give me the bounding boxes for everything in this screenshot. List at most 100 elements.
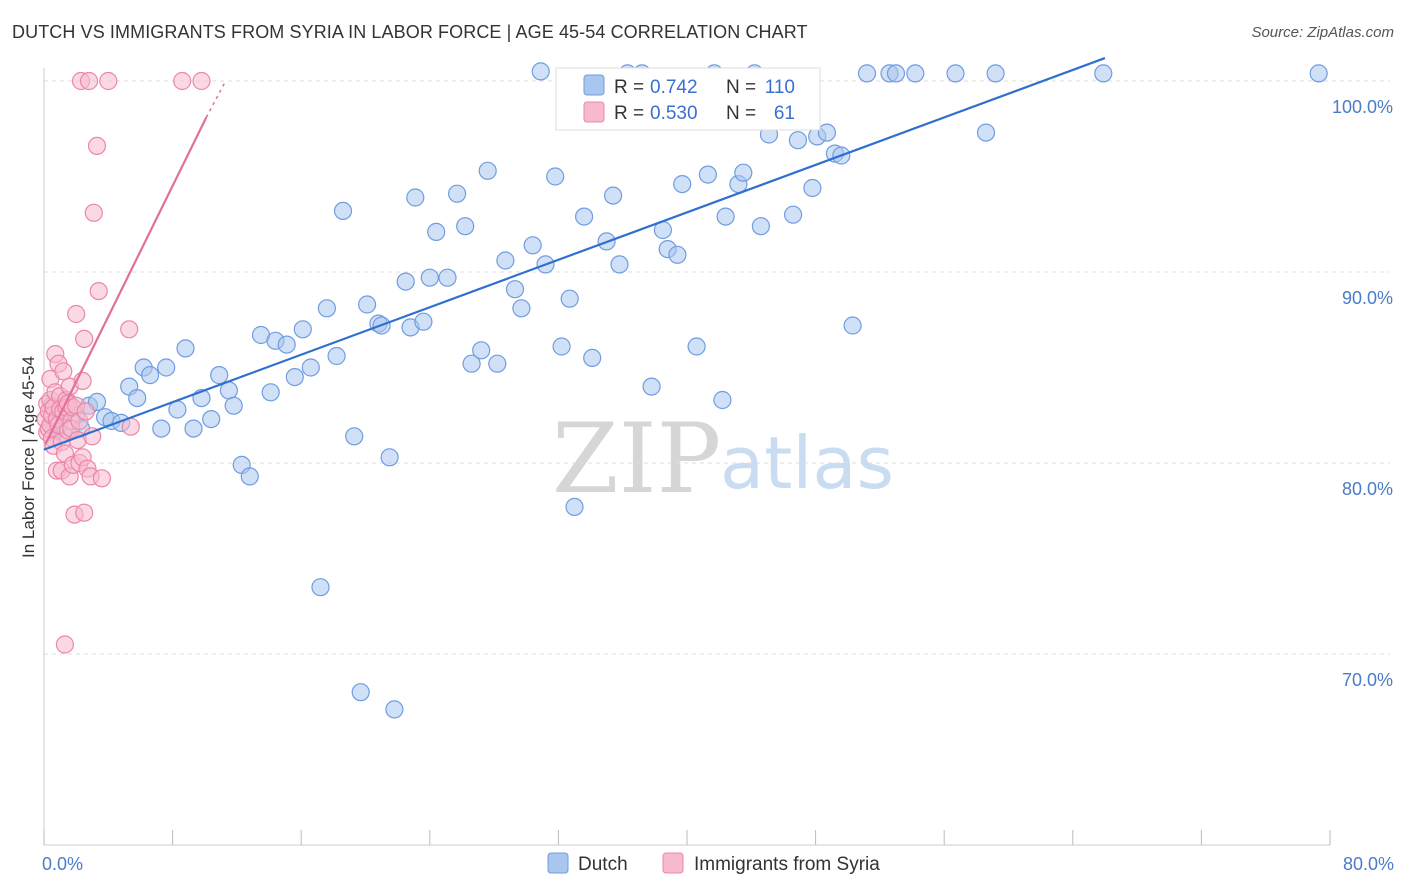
dutch-point (574, 207, 594, 226)
bottom-legend-swatch-syria (662, 852, 684, 874)
dutch-point (358, 295, 377, 314)
dutch-point (817, 123, 837, 142)
dutch-point (603, 186, 623, 205)
syria-point (54, 362, 73, 381)
syria-point (76, 402, 95, 421)
dutch-point (668, 245, 687, 264)
syria-point (75, 503, 94, 522)
source-credit: Source: ZipAtlas.com (1251, 24, 1394, 41)
legend-r-label-syria: R = (614, 103, 644, 124)
trend-lines (43, 57, 1106, 451)
dutch-point (240, 467, 259, 486)
dutch-point (184, 419, 203, 438)
dutch-point (462, 354, 481, 373)
dutch-point (456, 217, 475, 236)
y-tick-label-70: 70.0% (1342, 670, 1393, 690)
dutch-point (687, 337, 706, 356)
dutch-point (788, 131, 808, 150)
y-tick-label-100: 100.0% (1332, 97, 1393, 117)
watermark: ZIP atlas (552, 403, 894, 515)
dutch-point (472, 341, 491, 360)
dutch-point (610, 255, 629, 274)
syria-point (67, 304, 86, 324)
dutch-point (505, 280, 525, 299)
dutch-point (523, 236, 542, 255)
dutch-point (713, 390, 732, 410)
dutch-point (427, 222, 446, 241)
dutch-point (351, 683, 370, 702)
dutch-point (906, 64, 925, 83)
y-tick-label-90: 90.0% (1342, 288, 1393, 308)
dutch-point (277, 335, 296, 354)
dutch-point (152, 419, 171, 438)
dutch-point (857, 64, 877, 83)
y-axis-tick-labels: 70.0% 80.0% 90.0% 100.0% (1332, 97, 1393, 690)
dutch-point (420, 268, 439, 287)
dutch-point (157, 358, 176, 377)
dutch-point (552, 337, 571, 356)
legend-n-label-dutch: N = (726, 77, 756, 98)
dutch-points (42, 62, 1328, 719)
legend-r-value-syria: 0.530 (650, 103, 698, 124)
dutch-point (803, 178, 822, 198)
dutch-point (406, 188, 425, 207)
dutch-point (293, 320, 312, 339)
dutch-point (986, 64, 1005, 83)
dutch-point (1094, 64, 1113, 83)
dutch-point (261, 383, 280, 402)
dutch-trend-line (43, 57, 1106, 451)
chart-title: DUTCH VS IMMIGRANTS FROM SYRIA IN LABOR … (12, 22, 808, 42)
dutch-point (141, 366, 160, 385)
dutch-point (565, 497, 584, 516)
bottom-legend-label-dutch: Dutch (578, 854, 628, 875)
dutch-point (380, 448, 399, 467)
dutch-point (345, 427, 364, 446)
syria-point (99, 71, 118, 91)
dutch-point (716, 207, 735, 226)
legend-n-label-syria: N = (726, 103, 756, 124)
dutch-point (546, 167, 565, 186)
dutch-point (673, 175, 692, 194)
grid-lines (44, 80, 1390, 655)
dutch-point (886, 64, 906, 83)
dutch-point (202, 410, 221, 429)
legend-swatch-syria (583, 101, 605, 123)
dutch-point (317, 299, 336, 318)
dutch-point (560, 289, 579, 308)
x-axis-ticks (43, 830, 1331, 845)
legend-swatch-dutch (583, 74, 605, 96)
dutch-point (414, 312, 433, 331)
syria-point (75, 329, 94, 348)
dutch-point (396, 272, 415, 291)
dutch-point (210, 366, 229, 385)
dutch-point (285, 368, 304, 387)
syria-point (173, 71, 192, 91)
dutch-point (385, 700, 404, 719)
dutch-point (698, 165, 718, 184)
legend-r-label-dutch: R = (614, 77, 644, 98)
dutch-point (301, 358, 320, 377)
y-tick-label-80: 80.0% (1342, 479, 1393, 499)
dutch-point (128, 389, 147, 408)
syria-point (192, 71, 211, 91)
dutch-point (642, 377, 661, 396)
dutch-point (224, 396, 243, 415)
syria-trend-line-extension (205, 80, 227, 118)
syria-trend-line (44, 116, 208, 445)
legend-n-value-dutch: 110 (765, 77, 795, 98)
dutch-point (531, 62, 550, 81)
syria-point (55, 635, 75, 654)
x-tick-label-max: 80.0% (1343, 854, 1394, 874)
syria-point (79, 71, 99, 91)
x-tick-label-min: 0.0% (42, 854, 83, 874)
series-legend: Dutch Immigrants from Syria (547, 852, 880, 875)
dutch-point (843, 316, 862, 335)
syria-point (83, 427, 102, 446)
bottom-legend-swatch-dutch (547, 852, 569, 874)
dutch-point (976, 123, 996, 142)
dutch-point (311, 578, 330, 597)
legend-r-value-dutch: 0.742 (650, 77, 698, 98)
dutch-point (488, 354, 507, 373)
dutch-point (176, 339, 195, 358)
